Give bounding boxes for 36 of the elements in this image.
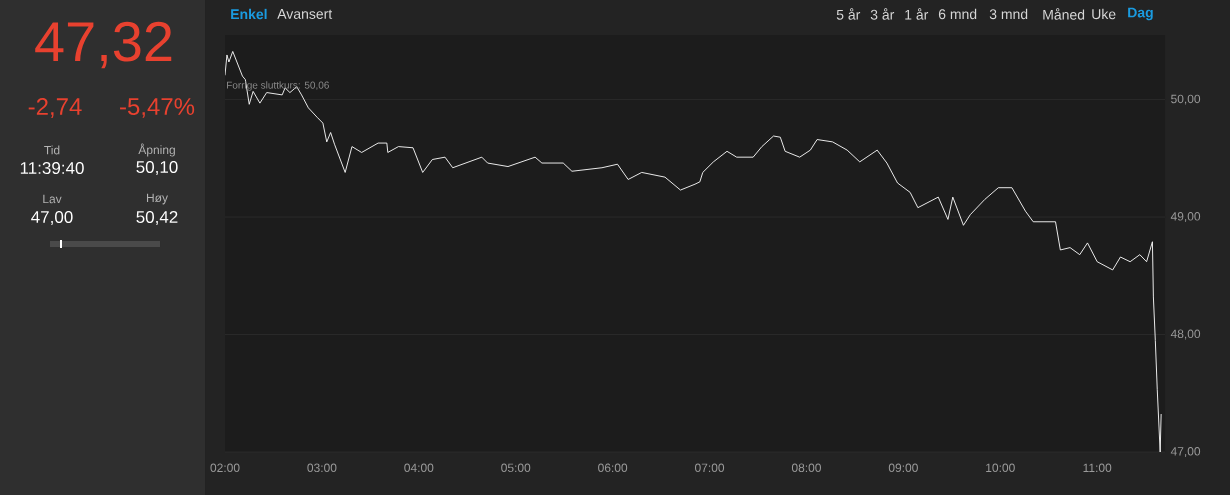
text: Uke xyxy=(1092,8,1116,20)
text: 6 mnd xyxy=(938,8,977,20)
line-series xyxy=(225,50,1162,453)
text: Tid xyxy=(44,145,60,155)
y-tick-label: 48,00 xyxy=(1170,329,1201,340)
text: 1 år xyxy=(905,8,929,20)
text: 3 mnd xyxy=(989,8,1028,20)
text: -2,74 xyxy=(28,98,82,118)
text: Lav xyxy=(43,194,62,204)
text: 50,10 xyxy=(136,160,178,176)
y-tick-label: 50,00 xyxy=(1171,94,1201,105)
text: Avansert xyxy=(277,9,333,19)
x-tick-label: 02:00 xyxy=(210,463,240,473)
text: -5,47% xyxy=(120,98,195,118)
x-tick-label: 10:00 xyxy=(986,463,1015,473)
text: 3 år xyxy=(870,8,895,20)
x-tick-label: 11:00 xyxy=(1083,463,1112,473)
text: 5 år xyxy=(836,8,861,20)
text: 47,00 xyxy=(31,210,73,226)
text: Høy xyxy=(146,193,168,205)
text: Åpning xyxy=(138,143,175,157)
y-tick-label: 49,00 xyxy=(1170,212,1201,223)
x-tick-label: 08:00 xyxy=(791,463,821,473)
x-tick-label: 05:00 xyxy=(501,463,531,473)
text: 11:39:40 xyxy=(20,161,84,175)
text: Dag xyxy=(1128,7,1153,21)
text: 47,32 xyxy=(35,21,172,69)
y-tick-label: 47,00 xyxy=(1170,447,1201,457)
text: 50,42 xyxy=(136,210,178,226)
x-tick-label: 03:00 xyxy=(307,463,337,473)
text: Enkel xyxy=(231,8,267,20)
x-tick-label: 06:00 xyxy=(598,463,628,473)
x-tick-label: 07:00 xyxy=(695,463,725,473)
text: Måned xyxy=(1043,8,1085,20)
x-tick-label: 04:00 xyxy=(404,463,434,473)
x-tick-label: 09:00 xyxy=(888,463,918,473)
